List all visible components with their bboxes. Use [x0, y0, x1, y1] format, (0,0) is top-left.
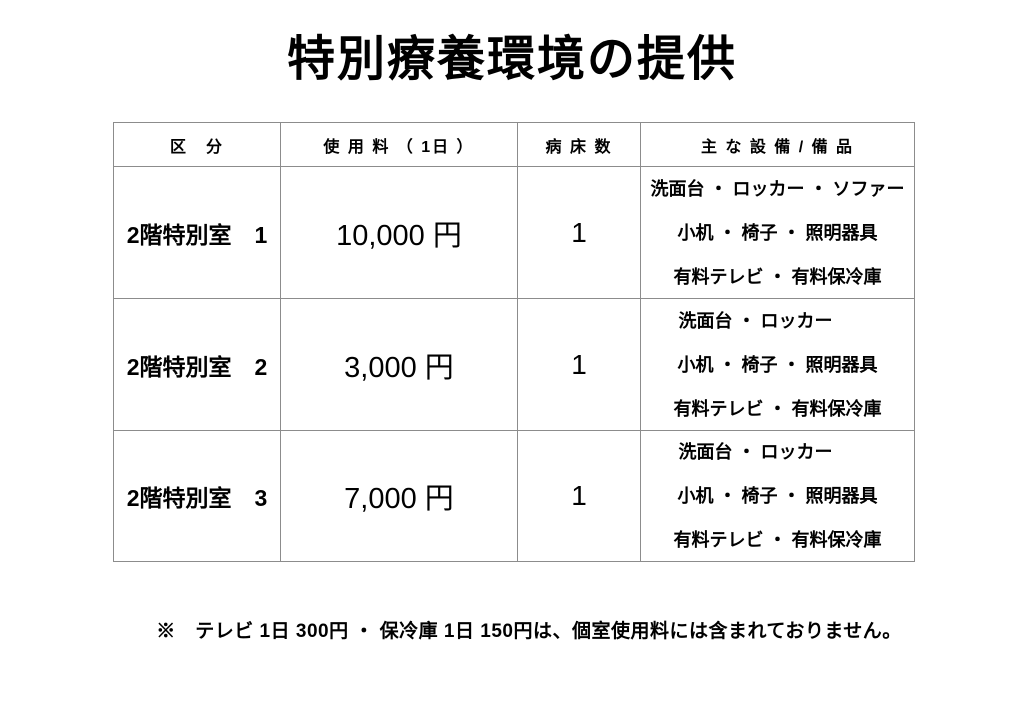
- room-name: 2階特別室 3: [114, 431, 281, 561]
- equipment-line: 小机 ・ 椅子 ・ 照明器具: [677, 354, 878, 375]
- room-fee: 10,000 円: [281, 167, 518, 299]
- room-equipment-list: 洗面台 ・ ロッカー 小机 ・ 椅子 ・ 照明器具 有料テレビ ・ 有料保冷庫: [641, 299, 914, 431]
- equipment-line: 有料テレビ ・ 有料保冷庫: [673, 398, 882, 419]
- room-bed-count: 1: [518, 299, 641, 431]
- equipment-line: 小机 ・ 椅子 ・ 照明器具: [677, 486, 878, 506]
- equipment-line: 洗面台 ・ ロッカー ・ ソファー: [650, 178, 905, 199]
- equipment-line: 有料テレビ ・ 有料保冷庫: [673, 530, 882, 550]
- room-bed-count: 1: [518, 167, 641, 299]
- page-title: 特別療養環境の提供: [286, 33, 737, 86]
- room-equipment-list: 洗面台 ・ ロッカー ・ ソファー 小机 ・ 椅子 ・ 照明器具 有料テレビ ・…: [641, 167, 914, 299]
- equipment-line: 有料テレビ ・ 有料保冷庫: [673, 266, 882, 287]
- header-daily-fee: 使 用 料 （ 1日 ）: [281, 123, 518, 167]
- footnote: ※ テレビ 1日 300円 ・ 保冷庫 1日 150円は、個室使用料には含まれて…: [156, 621, 902, 642]
- header-equipment: 主 な 設 備 / 備 品: [641, 123, 914, 167]
- room-equipment-list: 洗面台 ・ ロッカー 小机 ・ 椅子 ・ 照明器具 有料テレビ ・ 有料保冷庫: [641, 431, 914, 561]
- room-fee: 3,000 円: [281, 299, 518, 431]
- header-category: 区 分: [114, 123, 281, 167]
- equipment-line: 洗面台 ・ ロッカー: [678, 442, 833, 462]
- room-bed-count: 1: [518, 431, 641, 561]
- room-name: 2階特別室 2: [114, 299, 281, 431]
- equipment-line: 洗面台 ・ ロッカー: [678, 310, 833, 331]
- equipment-line: 小机 ・ 椅子 ・ 照明器具: [677, 222, 878, 243]
- room-fee: 7,000 円: [281, 431, 518, 561]
- header-bed-count: 病 床 数: [518, 123, 641, 167]
- fee-table: 区 分 使 用 料 （ 1日 ） 病 床 数 主 な 設 備 / 備 品 2階特…: [113, 122, 915, 562]
- room-name: 2階特別室 1: [114, 167, 281, 299]
